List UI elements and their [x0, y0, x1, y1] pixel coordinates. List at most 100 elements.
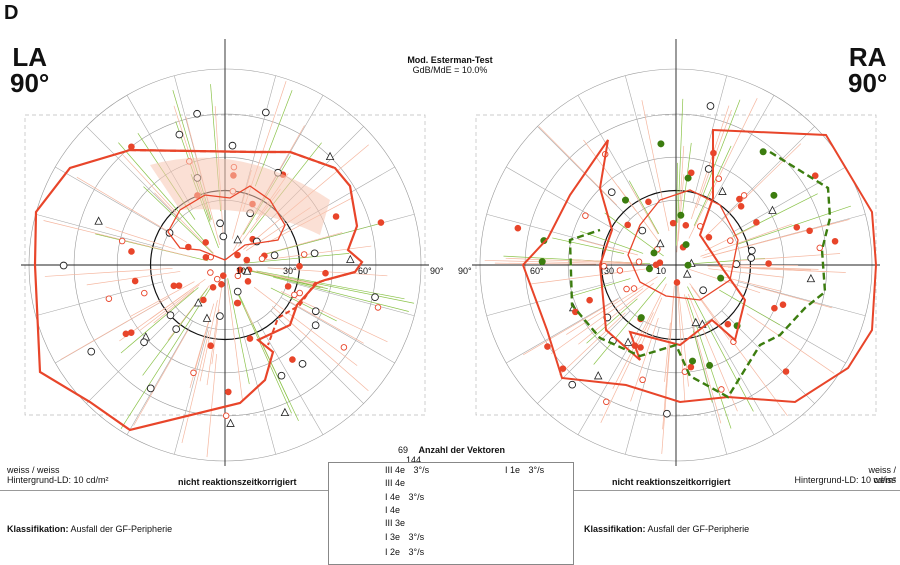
- right-eye-marker-red-filled: [736, 195, 743, 203]
- left-eye-marker-red-filled: [244, 278, 252, 285]
- legend-i3e-label: I 3e: [385, 532, 401, 542]
- right-eye-marker-red-filled: [687, 363, 695, 371]
- left-eye-vector: [86, 271, 181, 286]
- panel-letter: D: [4, 2, 19, 24]
- left-eye-marker-open: [270, 251, 279, 260]
- right-eye-marker-red-filled: [682, 222, 690, 229]
- right-class-label: Klassifikation:: [584, 524, 646, 534]
- left-eye-marker-red-open: [213, 275, 221, 283]
- left-eye-marker-red-open: [374, 304, 382, 311]
- right-eye-spoke-165: [486, 281, 614, 317]
- right-eye-vector: [687, 293, 738, 412]
- right-eye-marker-triangle: [623, 337, 633, 346]
- left-eye-vector: [194, 303, 215, 369]
- right-vector-count: 144: [406, 455, 422, 465]
- right-eye-marker-red-filled: [645, 198, 652, 206]
- right-eye-marker-green-filled: [759, 148, 767, 156]
- right-eye-vector: [628, 180, 660, 235]
- right-footer-divider: [573, 490, 900, 491]
- legend-item-i4e: I 4e: [385, 505, 400, 515]
- left-eye-marker-red-filled: [200, 296, 207, 304]
- left-eye-vector: [280, 291, 388, 343]
- right-eye-spoke-225: [537, 126, 631, 220]
- right-eye-marker-red-filled: [737, 203, 745, 210]
- test-subtitle: GdB/MdE = 10.0%: [412, 65, 488, 75]
- left-eye-isopter-dashed-top: [129, 148, 336, 170]
- right-eye-vector: [702, 143, 802, 240]
- left-eye-spoke-15: [287, 281, 415, 317]
- right-eye-code: RA: [848, 42, 887, 72]
- legend-item-iii4e: III 4e: [385, 478, 405, 488]
- right-eye-vector: [735, 205, 852, 246]
- right-eye-marker-open: [747, 254, 755, 262]
- left-eye-marker-triangle: [325, 151, 335, 161]
- left-eye-marker-red-filled: [236, 266, 244, 274]
- right-eye-marker-green-filled: [645, 265, 653, 273]
- left-eye-label: LA 90°: [10, 44, 49, 96]
- right-eye-marker-open: [638, 226, 647, 235]
- left-eye-marker-open: [261, 108, 270, 117]
- left-eye-spoke-135: [86, 310, 180, 404]
- right-eye-marker-red-open: [715, 175, 722, 182]
- right-eye-vector: [727, 266, 829, 273]
- right-eye-marker-green-filled: [621, 196, 629, 204]
- legend-i3e-value: 3°/s: [408, 532, 425, 542]
- left-eye-vector: [266, 222, 384, 255]
- right-eye-vector: [629, 184, 659, 235]
- right-eye-vector: [559, 312, 626, 376]
- right-eye-vector: [494, 262, 596, 265]
- right-eye-marker-green-filled: [717, 274, 725, 282]
- left-eye-isopter-inner: [167, 185, 286, 261]
- right-eye-marker-green-filled: [770, 191, 778, 199]
- right-stimulus: weiss / weiss: [868, 465, 896, 485]
- left-eye-marker-red-filled: [209, 283, 217, 291]
- left-eye-vector: [44, 267, 173, 277]
- left-eye-vector: [43, 220, 191, 257]
- legend-i1e-value: 3°/s: [528, 465, 545, 475]
- right-eye-marker-green-filled: [538, 258, 546, 266]
- left-eye-marker-red-open: [291, 291, 298, 299]
- right-eye-vector: [572, 259, 635, 264]
- vector-count-label: Anzahl der Vektoren: [418, 445, 506, 455]
- legend-iii3e-label: III 3e: [385, 518, 406, 528]
- left-eye-vector: [206, 354, 217, 458]
- right-eye-spoke-330: [731, 166, 846, 233]
- right-eye-vector: [550, 288, 644, 355]
- right-eye-vector: [705, 223, 761, 251]
- left-eye-marker-red-filled: [170, 282, 178, 290]
- right-eye-vector: [691, 286, 730, 341]
- left-eye-marker-red-filled: [218, 281, 225, 288]
- left-eye-marker-red-filled: [289, 356, 296, 363]
- right-eye-vector: [641, 100, 670, 232]
- left-eye-vector: [105, 226, 176, 250]
- left-eye-marker-red-open: [296, 289, 303, 297]
- right-eye-marker-red-filled: [669, 219, 677, 227]
- left-eye-marker-red-open: [258, 255, 266, 262]
- left-eye-vector: [280, 275, 415, 304]
- right-eye-marker-red-filled: [586, 296, 593, 304]
- right-eye-vector: [578, 282, 654, 345]
- left-eye-marker-red-filled: [233, 299, 241, 307]
- legend-iii4e-speed-value: 3°/s: [413, 465, 430, 475]
- left-eye-marker-open: [193, 109, 201, 118]
- left-eye-marker-red-filled: [246, 335, 254, 342]
- left-eye-spoke-30: [280, 297, 395, 364]
- right-eye-marker-open: [704, 165, 713, 173]
- left-eye-spoke-195: [35, 213, 163, 249]
- right-eye-vector: [690, 105, 730, 220]
- left-eye-marker-red-filled: [284, 283, 292, 290]
- right-eye-vector: [732, 193, 818, 237]
- left-eye-marker-red-open: [234, 272, 242, 280]
- right-tick-90: 90°: [458, 266, 472, 276]
- right-eye-marker-red-open: [727, 237, 734, 244]
- left-eye-vector: [60, 297, 169, 360]
- left-eye-angle: 90°: [10, 68, 50, 98]
- left-eye-vector: [238, 294, 292, 414]
- left-vector-count: 69: [398, 445, 409, 455]
- left-eye-spoke-75: [241, 327, 277, 455]
- right-eye-vector: [702, 219, 850, 259]
- left-correction: nicht reaktionszeitkorrigiert: [178, 477, 297, 487]
- left-eye-marker-open: [216, 312, 224, 320]
- right-eye-vector: [677, 98, 684, 223]
- right-eye-marker-red-open: [639, 376, 646, 384]
